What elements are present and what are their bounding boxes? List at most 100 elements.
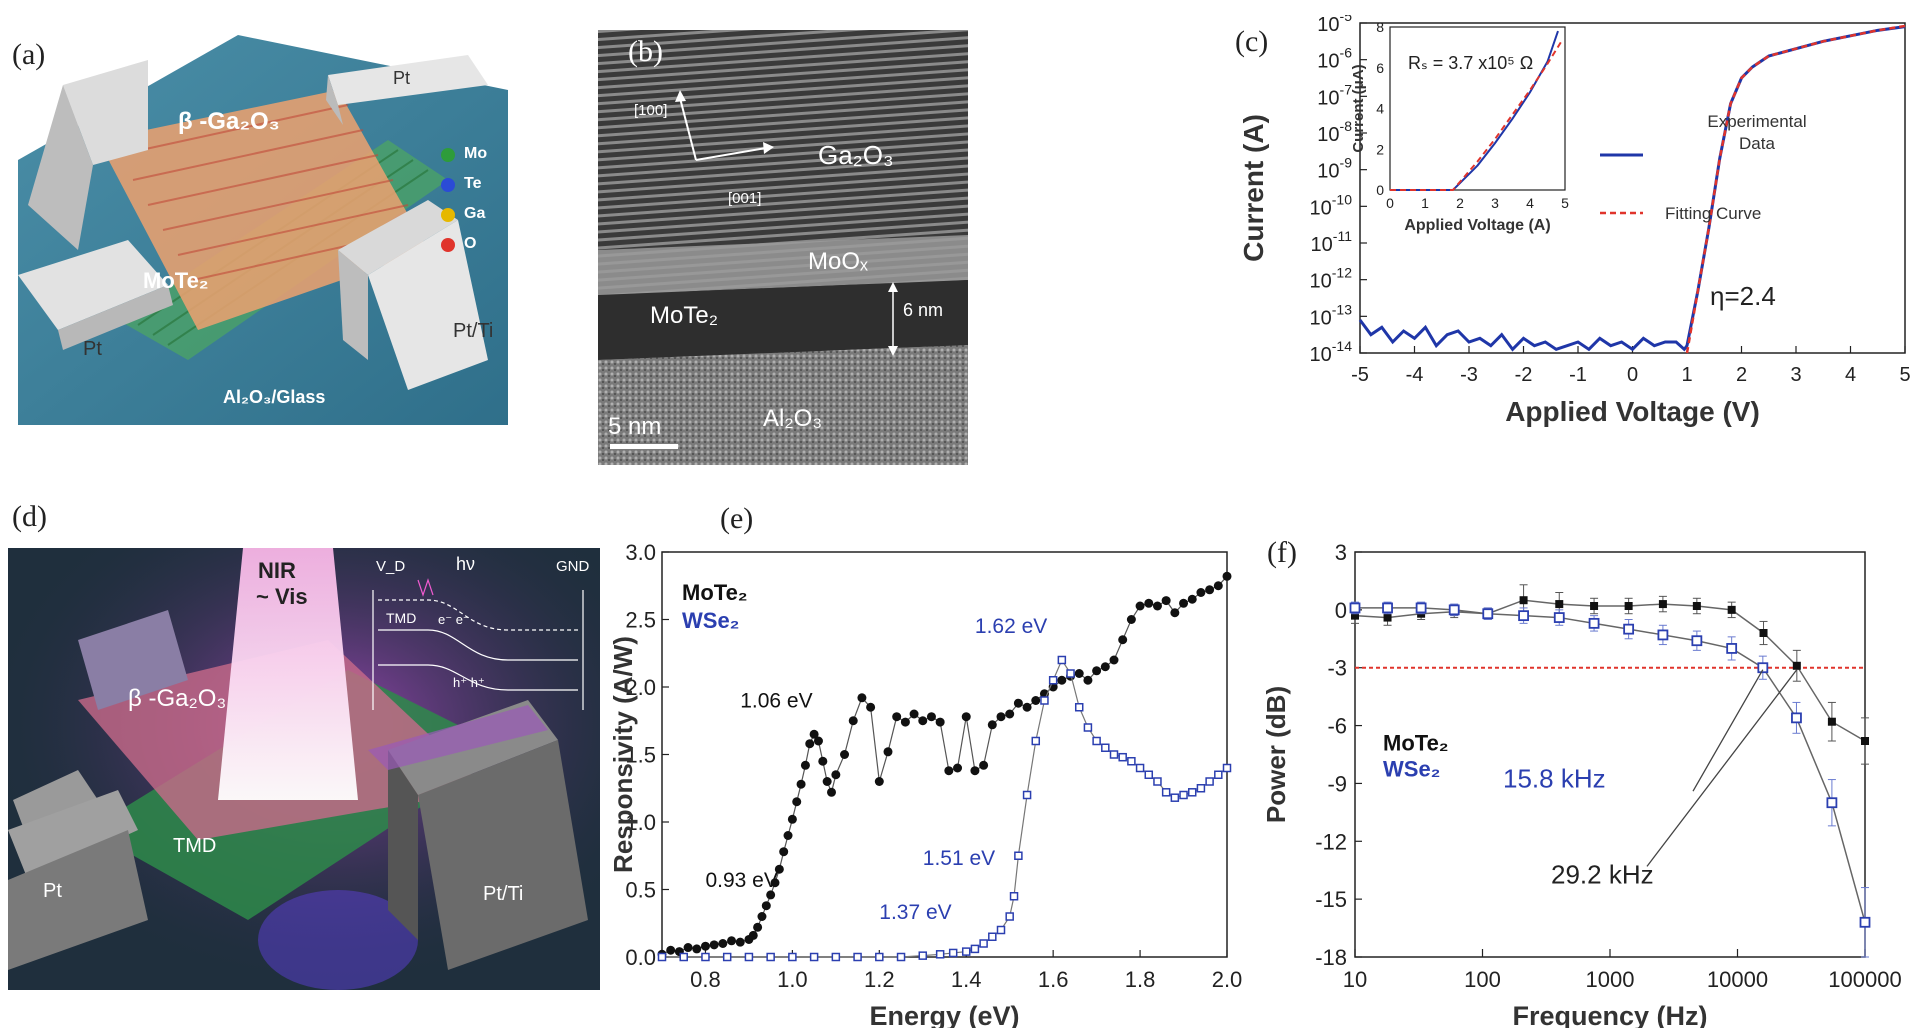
rs-label: Rₛ = 3.7 x10⁵ Ω bbox=[1408, 53, 1533, 73]
legend-wse2: WSe₂ bbox=[682, 608, 739, 633]
x-tick-label: 100 bbox=[1464, 967, 1501, 992]
wse2-point bbox=[979, 939, 988, 948]
legend-o: O bbox=[464, 235, 477, 252]
y-tick-label: -6 bbox=[1327, 714, 1347, 739]
wse2-point bbox=[657, 952, 667, 962]
inset-frame bbox=[1389, 26, 1566, 191]
panel-e: (e) 0.8 1.0 1.2 1.4 1.6 1.8 2.0 0.0 0.5 1.0 1.5 2.0… bbox=[608, 500, 1250, 1031]
mote2-point bbox=[1109, 655, 1119, 665]
wse2-point bbox=[1826, 797, 1838, 809]
mote2-point bbox=[1057, 675, 1067, 685]
annotation-leader-wse2 bbox=[1692, 669, 1764, 792]
mote2-point bbox=[900, 717, 910, 727]
wse2-point bbox=[853, 952, 862, 962]
y-tick-label: 0 bbox=[1335, 598, 1347, 623]
mote2-point bbox=[783, 831, 793, 840]
mote2-point bbox=[1351, 611, 1359, 620]
wse2-point bbox=[1214, 770, 1223, 779]
device-schematic-d bbox=[8, 548, 600, 990]
inset-y-tick-label: 4 bbox=[1376, 101, 1384, 117]
wse2-point bbox=[1009, 892, 1019, 901]
wse2-point bbox=[1349, 602, 1361, 614]
mote2-point bbox=[1013, 698, 1023, 708]
wse2-point bbox=[1135, 763, 1145, 773]
y-axis-label: Power (dB) bbox=[1261, 686, 1291, 823]
mote2-point bbox=[1005, 709, 1015, 719]
mote2-point bbox=[1658, 600, 1667, 609]
plot-e-frame bbox=[661, 551, 1228, 958]
inset-x-tick-label: 2 bbox=[1456, 195, 1464, 211]
mote2-label: MoTe₂ bbox=[143, 268, 209, 293]
wse2-point bbox=[918, 951, 928, 960]
y-tick-label: 10-10 bbox=[1310, 191, 1353, 219]
electrode-pt-bottom-left bbox=[18, 240, 173, 350]
mote2-point bbox=[1759, 629, 1768, 637]
x-tick-label: -1 bbox=[1569, 364, 1587, 386]
mote2-point bbox=[709, 940, 719, 950]
x-tick-label: 1.2 bbox=[864, 967, 895, 992]
mote2-region bbox=[598, 280, 968, 360]
y-tick-label: 0.0 bbox=[625, 945, 656, 970]
tem-image bbox=[598, 30, 968, 465]
mote2-point bbox=[1861, 737, 1869, 745]
inset-y-tick-label: 6 bbox=[1376, 60, 1384, 76]
x-tick-label: 1.4 bbox=[951, 967, 982, 992]
mote2-point bbox=[1792, 661, 1801, 670]
y-axis-label: Responsivity (A/W) bbox=[610, 636, 638, 873]
panel-c-label: (c) bbox=[1235, 25, 1269, 58]
mote2-point bbox=[1126, 615, 1136, 624]
band-hv: hν bbox=[456, 554, 476, 574]
wse2-point bbox=[1031, 736, 1041, 746]
wse2-point bbox=[766, 952, 775, 962]
x-tick-label: 0.8 bbox=[690, 967, 721, 992]
mote2-point bbox=[1100, 662, 1110, 672]
y-tick-label: 10-14 bbox=[1310, 338, 1353, 366]
band-diagram bbox=[372, 578, 584, 710]
moox-label: MoOₓ bbox=[808, 248, 868, 275]
panel-a: (a) β -Ga₂O₃ MoTe₂ Al₂O₃/Glass Pt Pt Pt/… bbox=[8, 30, 518, 430]
band-gnd: GND bbox=[556, 558, 590, 575]
mote2-point bbox=[1222, 571, 1232, 581]
electrode-pt-d bbox=[8, 790, 138, 880]
x-tick-label: -3 bbox=[1460, 364, 1478, 386]
mote2-point bbox=[770, 878, 780, 888]
series-fitting bbox=[1685, 24, 1906, 354]
electrode-left-top bbox=[78, 610, 188, 710]
legend-ga: Ga bbox=[464, 205, 486, 222]
inset-x-tick-label: 4 bbox=[1526, 195, 1534, 211]
legend-exp-label-2: Data bbox=[1739, 134, 1775, 153]
mote2-point bbox=[766, 890, 776, 900]
al2o3-region bbox=[598, 345, 968, 465]
y-tick-label: 0.5 bbox=[625, 878, 656, 903]
series-mote2-line bbox=[661, 575, 1228, 955]
y-tick-label: -15 bbox=[1315, 887, 1347, 912]
wse2-point bbox=[679, 952, 688, 962]
y-tick-label: 1.0 bbox=[625, 810, 656, 835]
y-tick-label: 10-6 bbox=[1317, 45, 1352, 73]
wse2-point bbox=[1048, 676, 1058, 685]
wse2-point bbox=[1170, 793, 1180, 802]
mote2-point bbox=[909, 709, 919, 719]
electrode-pt-top-left bbox=[28, 60, 148, 250]
device-schematic-a bbox=[8, 30, 518, 430]
y-tick-label: 3 bbox=[1335, 540, 1347, 565]
inset-x-tick-label: 0 bbox=[1386, 195, 1394, 211]
x-tick-label: 2.0 bbox=[1212, 967, 1243, 992]
wse2-point bbox=[722, 952, 732, 962]
mote2-point bbox=[1519, 596, 1528, 605]
mote2-point bbox=[883, 747, 893, 757]
mote2-point bbox=[1170, 608, 1180, 618]
y-tick-label: 10-7 bbox=[1317, 81, 1352, 109]
mote2-point bbox=[1727, 605, 1736, 614]
mote2-point bbox=[857, 693, 867, 703]
legend-mo: Mo bbox=[464, 145, 488, 162]
y-tick-label: 3.0 bbox=[625, 540, 656, 565]
pt-label-d: Pt bbox=[43, 880, 62, 902]
y-tick-label: -18 bbox=[1315, 945, 1347, 970]
wse2-point bbox=[701, 952, 710, 962]
mote2-point bbox=[692, 944, 702, 954]
wse2-point bbox=[1153, 777, 1162, 786]
mote2-point bbox=[1692, 602, 1701, 610]
wse2-point bbox=[1726, 643, 1738, 654]
mote2-point bbox=[792, 797, 802, 807]
